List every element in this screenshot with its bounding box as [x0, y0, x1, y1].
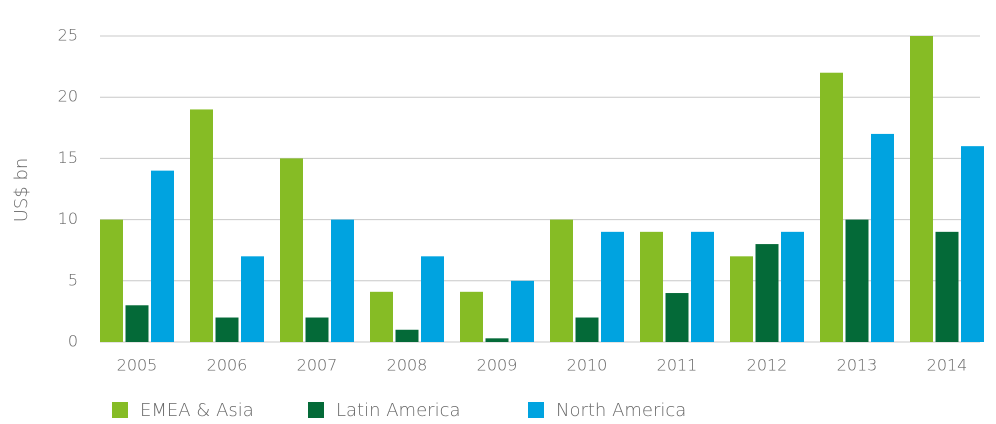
y-tick-label: 5: [68, 270, 78, 289]
x-tick-label: 2013: [837, 356, 878, 375]
bar: [421, 256, 444, 342]
y-tick-label: 20: [58, 87, 78, 106]
x-tick-label: 2011: [657, 356, 698, 375]
y-tick-label: 15: [58, 148, 78, 167]
bar: [280, 158, 303, 342]
bar: [395, 329, 419, 342]
legend-swatch: [112, 402, 128, 418]
legend-label: EMEA & Asia: [140, 400, 254, 421]
bar: [820, 72, 843, 342]
bar: [730, 256, 753, 342]
bar: [331, 219, 354, 342]
y-tick-label: 0: [68, 332, 78, 351]
bar: [215, 317, 239, 342]
bar: [485, 338, 509, 342]
bar: [755, 244, 779, 342]
y-tick-label: 10: [58, 209, 78, 228]
y-tick-label: 25: [58, 26, 78, 45]
x-tick-label: 2005: [117, 356, 158, 375]
bar: [511, 280, 534, 342]
x-tick-label: 2008: [387, 356, 428, 375]
bar: [601, 231, 624, 342]
bar: [100, 219, 123, 342]
bar: [575, 317, 599, 342]
x-tick-label: 2012: [747, 356, 788, 375]
bar: [665, 293, 689, 342]
bar: [691, 231, 714, 342]
bar: [781, 231, 804, 342]
x-tick-label: 2009: [477, 356, 518, 375]
bar: [151, 170, 174, 342]
bar: [125, 305, 149, 342]
legend-label: Latin America: [336, 400, 461, 421]
bar: [961, 146, 984, 342]
bar: [305, 317, 329, 342]
y-axis-label: US$ bn: [11, 158, 32, 223]
bar: [871, 133, 894, 342]
x-tick-label: 2007: [297, 356, 338, 375]
bar: [640, 231, 663, 342]
legend-swatch: [308, 402, 324, 418]
bar: [370, 291, 393, 342]
bar: [241, 256, 264, 342]
x-tick-label: 2010: [567, 356, 608, 375]
bar: [845, 219, 869, 342]
bar: [190, 109, 213, 342]
legend-swatch: [528, 402, 544, 418]
legend-label: North America: [556, 400, 686, 421]
bar: [935, 231, 959, 342]
bar: [550, 219, 573, 342]
x-tick-label: 2014: [927, 356, 968, 375]
bar: [910, 36, 933, 342]
bar: [460, 291, 483, 342]
x-tick-label: 2006: [207, 356, 248, 375]
